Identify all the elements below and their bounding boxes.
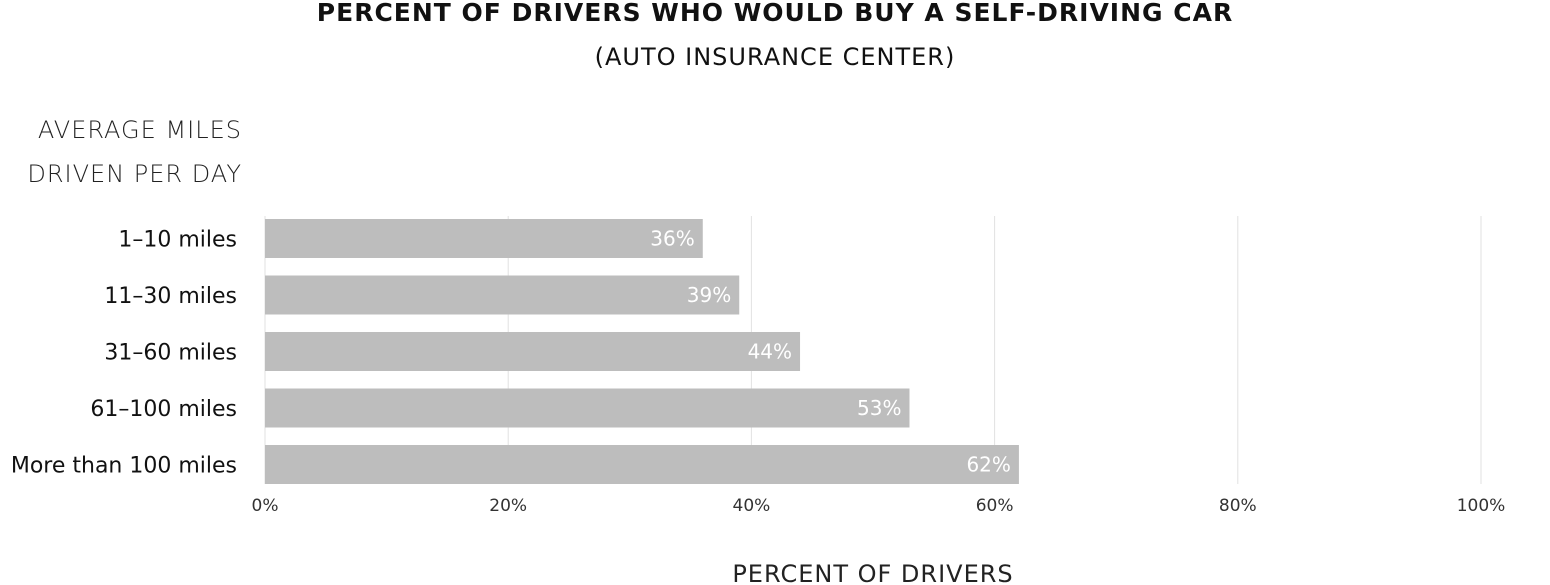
- x-tick-label: 20%: [489, 496, 527, 516]
- x-axis-label: PERCENT OF DRIVERS: [732, 560, 1013, 585]
- category-label: 61–100 miles: [90, 397, 237, 422]
- category-label: 11–30 miles: [104, 284, 237, 309]
- x-tick-label: 40%: [733, 496, 771, 516]
- x-tick-label: 60%: [976, 496, 1014, 516]
- chart-subtitle: (AUTO INSURANCE CENTER): [595, 43, 956, 71]
- bar: [265, 275, 740, 315]
- data-label: 53%: [857, 396, 901, 420]
- x-tick-labels: 0% 20% 40% 60% 80% 100%: [252, 496, 1506, 516]
- y-axis-label-line-2: DRIVEN PER DAY: [27, 160, 242, 188]
- bars: 36% 39% 44% 53% 62%: [265, 219, 1019, 484]
- category-labels: 1–10 miles 11–30 miles 31–60 miles 61–100 m…: [11, 228, 237, 479]
- bar: [265, 388, 910, 428]
- x-tick-label: 0%: [252, 496, 279, 516]
- data-label: 44%: [748, 340, 792, 364]
- x-tick-label: 80%: [1219, 496, 1257, 516]
- category-label: 1–10 miles: [118, 228, 237, 253]
- chart-title: PERCENT OF DRIVERS WHO WOULD BUY A SELF-…: [317, 0, 1233, 27]
- data-label: 39%: [687, 283, 731, 307]
- category-label: More than 100 miles: [11, 454, 237, 479]
- bar: [265, 445, 1019, 484]
- y-axis-label-line-1: AVERAGE MILES: [38, 116, 242, 144]
- bar: [265, 219, 703, 258]
- category-label: 31–60 miles: [104, 341, 237, 366]
- x-tick-label: 100%: [1457, 496, 1506, 516]
- data-label: 36%: [650, 227, 694, 251]
- bar: [265, 332, 801, 371]
- data-label: 62%: [966, 453, 1010, 477]
